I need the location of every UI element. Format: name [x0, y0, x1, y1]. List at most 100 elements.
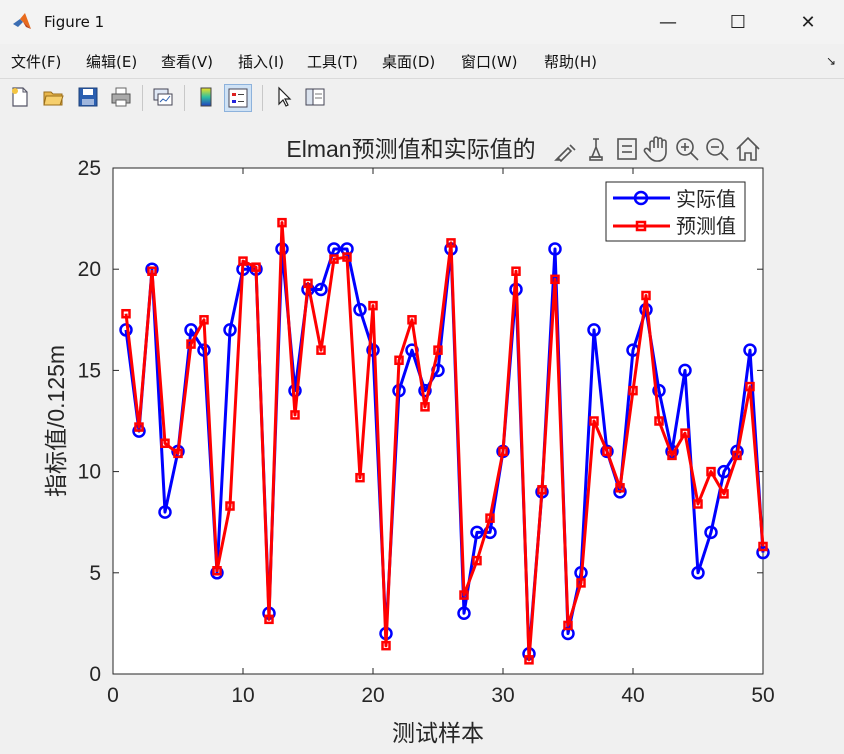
data-point-predicted[interactable] [407, 315, 417, 325]
menu-file[interactable]: 文件(F) [11, 53, 62, 71]
data-tips-icon[interactable] [589, 138, 603, 161]
data-point-predicted[interactable] [134, 422, 144, 432]
data-point-predicted[interactable] [628, 385, 638, 396]
property-inspector-icon[interactable] [302, 84, 328, 110]
data-point-predicted[interactable] [472, 555, 482, 566]
pan-icon[interactable] [643, 136, 667, 162]
maximize-button[interactable]: ☐ [729, 11, 747, 33]
data-point-predicted[interactable] [641, 290, 651, 301]
home-icon[interactable] [736, 136, 760, 161]
data-point-predicted[interactable] [212, 566, 222, 576]
data-point-predicted[interactable] [290, 410, 300, 420]
data-point-predicted[interactable] [251, 262, 261, 272]
data-point-predicted[interactable] [329, 254, 339, 264]
data-point-predicted[interactable] [615, 483, 625, 493]
data-point-predicted[interactable] [368, 300, 378, 311]
data-point-predicted[interactable] [563, 620, 573, 631]
print-icon[interactable] [108, 84, 134, 110]
data-point-actual[interactable] [418, 383, 432, 398]
data-point-actual[interactable] [652, 383, 666, 398]
data-point-predicted[interactable] [511, 266, 521, 276]
legend[interactable]: 实际值 预测值 [605, 181, 746, 242]
menu-insert[interactable]: 插入(I) [238, 53, 285, 71]
data-point-predicted[interactable] [732, 450, 742, 461]
pointer-icon[interactable] [271, 84, 297, 110]
data-point-actual[interactable] [678, 363, 692, 378]
data-point-predicted[interactable] [550, 274, 560, 285]
data-point-predicted[interactable] [719, 489, 729, 499]
data-point-predicted[interactable] [667, 450, 677, 461]
data-point-actual[interactable] [548, 242, 562, 256]
data-point-actual[interactable] [314, 282, 328, 297]
data-point-predicted[interactable] [680, 428, 690, 438]
data-point-predicted[interactable] [576, 578, 586, 588]
data-point-predicted[interactable] [225, 501, 235, 511]
data-point-predicted[interactable] [277, 217, 287, 228]
data-point-actual[interactable] [587, 323, 601, 337]
data-point-predicted[interactable] [342, 252, 352, 262]
data-point-predicted[interactable] [459, 590, 469, 600]
menu-tools[interactable]: 工具(T) [307, 53, 358, 71]
data-point-predicted[interactable] [589, 416, 599, 426]
data-point-actual[interactable] [457, 606, 471, 621]
data-point-actual[interactable] [756, 545, 770, 560]
colorbar-icon[interactable] [193, 84, 219, 110]
data-point-predicted[interactable] [485, 513, 495, 523]
data-point-predicted[interactable] [524, 655, 534, 665]
data-point-predicted[interactable] [420, 402, 430, 412]
data-point-predicted[interactable] [238, 256, 248, 266]
axes-toolbar [554, 136, 760, 163]
data-point-actual[interactable] [158, 505, 172, 519]
data-point-predicted[interactable] [537, 485, 547, 495]
series-predicted[interactable] [121, 217, 768, 665]
data-point-actual[interactable] [691, 566, 705, 580]
minimize-button[interactable]: — [659, 11, 677, 33]
data-point-predicted[interactable] [160, 438, 170, 449]
data-point-predicted[interactable] [264, 614, 274, 625]
data-point-predicted[interactable] [745, 381, 755, 392]
data-point-actual[interactable] [743, 343, 757, 357]
data-point-actual[interactable] [600, 444, 614, 459]
line-chart[interactable]: 0 10 20 30 40 50 0 5 10 15 20 25 Elman预测值和实际值的 测试样本… [0, 119, 844, 750]
data-point-predicted[interactable] [394, 355, 404, 366]
menu-window[interactable]: 窗口(W) [461, 53, 518, 71]
menu-view[interactable]: 查看(V) [161, 53, 213, 71]
data-point-predicted[interactable] [303, 278, 313, 289]
data-point-predicted[interactable] [121, 308, 131, 319]
zoom-in-icon[interactable] [676, 138, 699, 161]
data-point-predicted[interactable] [355, 472, 365, 483]
data-point-actual[interactable] [704, 525, 718, 540]
zoom-out-icon[interactable] [706, 138, 729, 161]
menu-edit[interactable]: 编辑(E) [86, 53, 138, 71]
data-point-predicted[interactable] [199, 315, 209, 325]
data-point-actual[interactable] [184, 323, 198, 337]
data-point-predicted[interactable] [693, 499, 703, 509]
data-point-actual[interactable] [470, 525, 484, 540]
save-icon[interactable] [75, 84, 101, 110]
data-point-predicted[interactable] [498, 446, 508, 457]
data-point-predicted[interactable] [602, 446, 612, 457]
data-point-predicted[interactable] [446, 238, 456, 248]
data-point-predicted[interactable] [316, 345, 326, 355]
data-point-predicted[interactable] [654, 416, 664, 426]
data-point-predicted[interactable] [173, 448, 183, 459]
data-point-actual[interactable] [223, 323, 237, 337]
data-point-predicted[interactable] [758, 541, 768, 552]
data-point-predicted[interactable] [433, 345, 443, 355]
menu-help[interactable]: 帮助(H) [544, 53, 597, 71]
data-point-actual[interactable] [717, 464, 731, 479]
close-button[interactable]: ✕ [800, 11, 816, 33]
brush-icon[interactable] [554, 144, 576, 163]
link-plot-icon[interactable] [150, 84, 176, 110]
data-point-predicted[interactable] [381, 640, 391, 651]
data-point-predicted[interactable] [147, 266, 157, 276]
data-point-predicted[interactable] [186, 339, 196, 349]
open-file-icon[interactable] [40, 84, 66, 110]
menu-desktop[interactable]: 桌面(D) [382, 53, 436, 71]
restore-view-icon[interactable] [617, 138, 637, 160]
data-point-predicted[interactable] [706, 466, 716, 477]
data-point-actual[interactable] [353, 302, 367, 317]
new-figure-icon[interactable] [7, 84, 33, 110]
legend-icon[interactable] [224, 84, 252, 112]
dock-arrow-icon[interactable]: ↘ [825, 54, 836, 68]
